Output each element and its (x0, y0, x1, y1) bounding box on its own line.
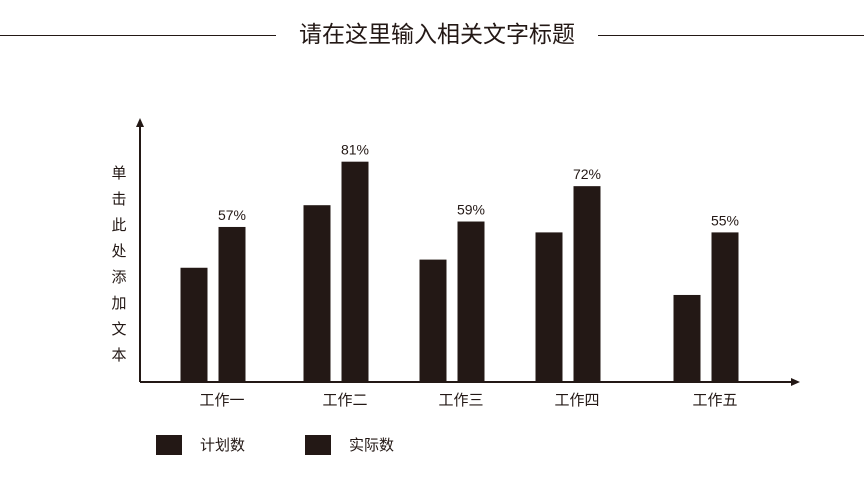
bar-actual-1 (218, 226, 246, 382)
y-axis-arrow (136, 118, 144, 127)
bar-actual-3 (457, 221, 485, 382)
legend-swatch-plan (156, 434, 182, 455)
x-tick-label-2: 工作二 (322, 391, 367, 409)
x-tick-label-1: 工作一 (199, 391, 244, 409)
bar-plan-4 (535, 232, 563, 382)
x-axis-arrow (791, 378, 800, 386)
bar-plan-3 (419, 259, 447, 382)
data-label-1: 57% (218, 207, 246, 223)
legend-swatch-actual (305, 434, 332, 455)
data-label-5: 55% (711, 212, 739, 228)
title-line-left (0, 35, 276, 36)
legend: 计划数 实际数 (156, 434, 454, 455)
data-label-3: 59% (457, 202, 485, 218)
legend-label-actual: 实际数 (349, 436, 395, 454)
y-axis-label: 单击此处添加文本 (111, 164, 127, 364)
bar-actual-2 (341, 161, 369, 382)
bar-actual-5 (711, 232, 739, 382)
bar-actual-4 (573, 186, 601, 382)
data-label-2: 81% (341, 142, 369, 158)
legend-label-plan: 计划数 (200, 436, 246, 454)
x-tick-label-4: 工作四 (554, 391, 599, 409)
data-label-4: 72% (573, 166, 601, 182)
bar-plan-1 (180, 267, 208, 382)
x-tick-label-3: 工作三 (438, 391, 483, 409)
legend-item-actual: 实际数 (305, 434, 394, 455)
bar-plan-5 (673, 294, 701, 382)
x-tick-label-5: 工作五 (692, 391, 737, 409)
title-line-right (598, 35, 864, 36)
bar-plan-2 (303, 205, 331, 382)
page-title: 请在这里输入相关文字标题 (299, 22, 575, 48)
legend-item-plan: 计划数 (156, 434, 245, 455)
